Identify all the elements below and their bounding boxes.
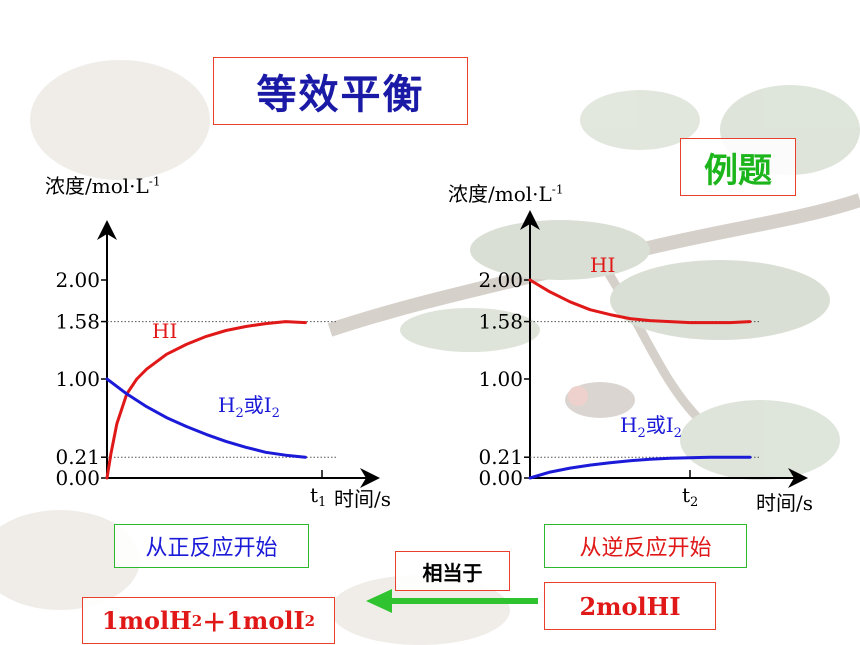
right-hi-label: HI: [590, 253, 615, 277]
left-h2i2-curve: [105, 377, 307, 459]
reactant-amount-label: 1molH 2 ＋ 1molI 2: [82, 597, 335, 644]
reverse-start-label: 从逆反应开始: [544, 524, 747, 568]
hi-amount-label: 2molHI: [544, 582, 716, 630]
example-label: 例题: [680, 138, 796, 196]
left-y-axis-title: 浓度/mol·L-1: [45, 174, 161, 198]
right-h2i2-curve: [528, 455, 752, 480]
right-x-axis-title: 时间/s: [756, 491, 813, 515]
y-tick-label: 2.00: [478, 268, 523, 292]
left-hi-curve: [105, 320, 307, 480]
y-tick-label: 0.21: [478, 445, 523, 469]
left-x-tick-label: t1: [310, 483, 326, 510]
y-tick-label: 0.00: [478, 466, 523, 490]
y-tick-label: 1.58: [478, 310, 523, 334]
right-x-tick-label: t2: [682, 483, 698, 510]
right-h2i2-label: H2或I2: [620, 413, 682, 441]
right-hi-curve: [528, 278, 752, 325]
y-tick-label: 1.00: [55, 367, 100, 391]
equivalent-label: 相当于: [395, 551, 510, 591]
y-tick-label: 0.21: [55, 445, 100, 469]
equivalence-arrow: [366, 589, 538, 613]
right-chart: 2.00 1.58 1.00 0.210.00 HI H2或I2 t2 时间/s: [478, 210, 813, 515]
y-tick-label: 2.00: [55, 268, 100, 292]
left-chart: 2.00 1.58 1.00 0.210.00 HI H2或I2 t1 时间/s: [55, 220, 391, 511]
forward-start-label: 从正反应开始: [114, 524, 309, 568]
left-h2i2-label: H2或I2: [218, 393, 280, 421]
left-hi-label: HI: [152, 319, 177, 343]
y-tick-label: 1.00: [478, 367, 523, 391]
right-y-axis-title: 浓度/mol·L-1: [448, 182, 564, 206]
y-tick-label: 1.58: [55, 310, 100, 334]
left-x-axis-title: 时间/s: [334, 487, 391, 511]
page-title: 等效平衡: [213, 57, 468, 125]
y-tick-label: 0.00: [55, 466, 100, 490]
